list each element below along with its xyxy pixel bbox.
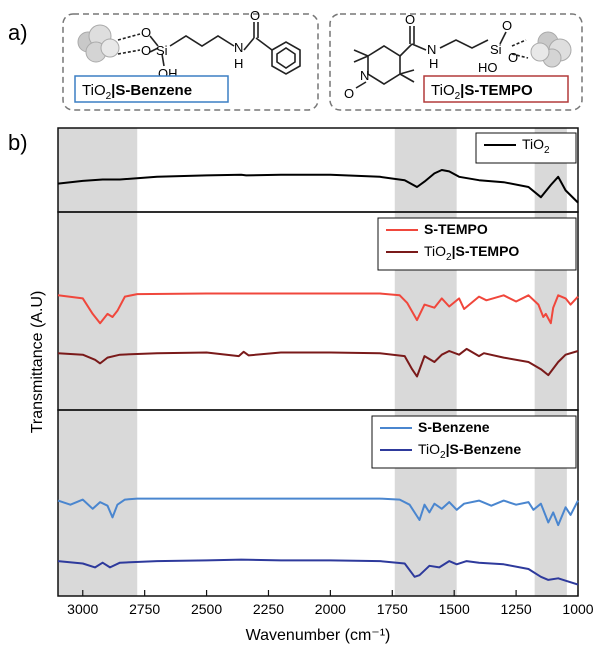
panel-b-tag: b) [8,130,28,155]
atom-label: Si [156,43,168,58]
atom-label: O [405,12,415,27]
y-axis-label: Transmittance (A.U) [29,291,46,434]
legend-label: TiO2 [522,136,550,156]
legend-label: S-TEMPO [424,221,488,237]
x-tick-label: 1250 [501,601,532,617]
series-line-tio2-s-benzene [57,558,579,586]
panel-a-benzene-box: O O Si OH N H O TiO2|S-Benzene [62,8,319,111]
atom-label: O [250,8,260,23]
atom-label: Si [490,42,502,57]
series-line-s-tempo [57,292,579,325]
tempo-label: TiO2|S-TEMPO [431,82,533,102]
atom-label: O [502,18,512,33]
atom-label: N [234,40,243,55]
x-tick-label: 3000 [67,601,98,617]
atom-label: O [344,86,354,101]
shaded-region [534,128,567,596]
tio2-particle-right-icon [530,31,572,68]
atom-label: H [234,56,243,71]
x-tick-label: 1000 [562,601,593,617]
subplot-frame [57,409,579,597]
tempo-label-box [423,75,569,103]
atom-label: O [141,25,151,40]
legend-box [377,217,577,271]
panel-a-tempo-box: O N H Si O O HO N O TiO2|S-TEMPO [329,12,583,111]
x-tick-label: 2500 [191,601,222,617]
s-benzene-structure [117,22,301,75]
s-tempo-structure [353,26,529,89]
benzene-label: TiO2|S-Benzene [82,82,192,102]
series-line-s-benzene [57,497,579,527]
atom-label: N [427,42,436,57]
x-tick-label: 2750 [129,601,160,617]
atom-label: O [141,43,151,58]
shaded-region [394,128,457,596]
atom-label: N [360,68,369,83]
series-line-tio2 [57,169,579,204]
legend-label: TiO2|S-Benzene [418,441,521,461]
x-axis-label: Wavenumber (cm⁻¹) [246,627,391,644]
legend-box [371,415,577,469]
tio2-particle-left-icon [77,24,120,63]
panel-a-tag: a) [8,20,28,45]
atom-label: HO [478,60,498,75]
series-line-tio2-s-tempo [57,347,579,378]
x-tick-label: 2250 [253,601,284,617]
x-tick-label: 1750 [377,601,408,617]
x-tick-label: 1500 [439,601,470,617]
ftir-plot: 3000 2750 2500 2250 2000 1750 1500 1250 1000 TiO… [57,127,594,617]
legend-label: S-Benzene [418,419,490,435]
x-tick-label: 2000 [315,601,346,617]
legend-label: TiO2|S-TEMPO [424,243,519,263]
atom-label: O [508,50,518,65]
legend-box [475,132,577,164]
benzene-label-box [74,75,229,103]
atom-label: H [429,56,438,71]
